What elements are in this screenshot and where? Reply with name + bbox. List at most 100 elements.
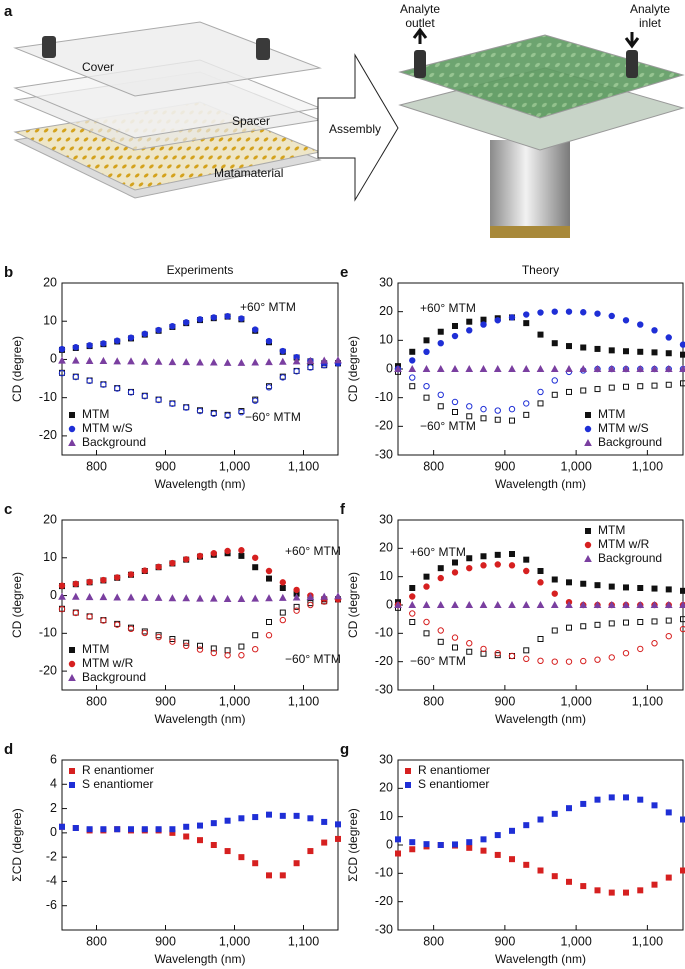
marker xyxy=(266,811,272,818)
x-tick-label: 900 xyxy=(494,459,515,473)
marker xyxy=(579,600,588,608)
marker xyxy=(566,624,572,631)
marker xyxy=(423,337,430,344)
marker xyxy=(127,593,135,601)
marker xyxy=(154,593,163,601)
marker xyxy=(140,357,149,365)
marker xyxy=(494,851,501,858)
marker xyxy=(85,356,94,364)
marker xyxy=(183,833,190,840)
x-axis-label: Wavelength (nm) xyxy=(155,712,246,726)
marker xyxy=(509,827,515,834)
legend-label: MTM w/R xyxy=(598,537,650,551)
marker xyxy=(452,409,458,415)
marker xyxy=(182,594,191,602)
marker xyxy=(480,645,487,653)
y-tick-label: -20 xyxy=(375,419,393,433)
marker xyxy=(665,632,672,640)
marker xyxy=(293,586,300,594)
marker xyxy=(451,332,459,340)
marker xyxy=(100,340,107,347)
marker xyxy=(594,345,601,352)
annotation: −60° MTM xyxy=(285,652,341,666)
legend-label: MTM xyxy=(82,407,109,421)
marker xyxy=(580,657,587,665)
marker xyxy=(580,309,587,316)
marker xyxy=(183,319,190,326)
marker xyxy=(466,839,473,846)
marker xyxy=(480,836,487,843)
marker xyxy=(437,328,444,335)
marker xyxy=(422,364,431,372)
x-tick-label: 1,100 xyxy=(288,694,319,708)
marker xyxy=(580,800,587,807)
marker xyxy=(423,394,430,401)
marker xyxy=(394,364,402,372)
marker xyxy=(566,878,572,885)
marker xyxy=(409,593,416,600)
marker xyxy=(238,552,245,559)
marker xyxy=(183,823,190,830)
marker xyxy=(141,330,149,338)
marker xyxy=(593,600,602,608)
marker xyxy=(580,580,587,587)
legend-marker xyxy=(584,438,592,446)
label: Analyte xyxy=(630,2,670,16)
marker xyxy=(409,619,416,625)
y-tick-label: 0 xyxy=(386,597,393,611)
x-tick-label: 800 xyxy=(86,694,107,708)
marker xyxy=(252,632,259,639)
legend-label: Background xyxy=(598,435,662,449)
marker xyxy=(622,364,630,372)
marker xyxy=(422,600,431,608)
annotation: −60° MTM xyxy=(245,410,301,424)
marker xyxy=(224,652,231,659)
marker xyxy=(680,816,685,823)
panel-label: d xyxy=(4,741,13,758)
marker xyxy=(637,383,644,390)
marker xyxy=(479,600,488,608)
marker xyxy=(58,592,66,600)
marker xyxy=(508,600,516,608)
marker xyxy=(523,655,530,663)
marker xyxy=(651,618,658,625)
legend-label: MTM w/S xyxy=(82,421,133,435)
marker xyxy=(72,609,80,617)
marker xyxy=(155,396,162,404)
marker xyxy=(680,867,685,874)
marker xyxy=(551,627,558,634)
panel-label: c xyxy=(4,501,12,518)
marker xyxy=(537,816,544,823)
legend-marker xyxy=(405,768,411,774)
marker xyxy=(114,621,121,628)
marker xyxy=(637,796,644,803)
marker xyxy=(127,334,135,341)
marker xyxy=(466,403,473,410)
marker xyxy=(594,582,601,589)
marker xyxy=(293,607,300,614)
marker xyxy=(86,342,93,349)
marker xyxy=(409,585,416,591)
marker xyxy=(437,574,444,582)
flow-arrow xyxy=(624,32,640,49)
marker xyxy=(252,564,259,571)
marker xyxy=(608,312,615,320)
y-axis-label: CD (degree) xyxy=(346,572,360,638)
marker xyxy=(436,364,445,372)
marker xyxy=(210,314,218,321)
marker xyxy=(509,551,515,557)
marker xyxy=(651,585,658,592)
marker xyxy=(224,313,231,320)
marker xyxy=(155,826,162,833)
marker xyxy=(623,619,629,626)
marker xyxy=(238,652,245,659)
y-tick-label: 2 xyxy=(50,801,57,815)
marker xyxy=(72,344,80,351)
marker xyxy=(169,400,176,407)
marker xyxy=(408,364,417,372)
marker xyxy=(251,594,260,602)
marker xyxy=(437,842,444,848)
x-tick-label: 1,000 xyxy=(560,459,591,473)
marker xyxy=(238,854,245,861)
